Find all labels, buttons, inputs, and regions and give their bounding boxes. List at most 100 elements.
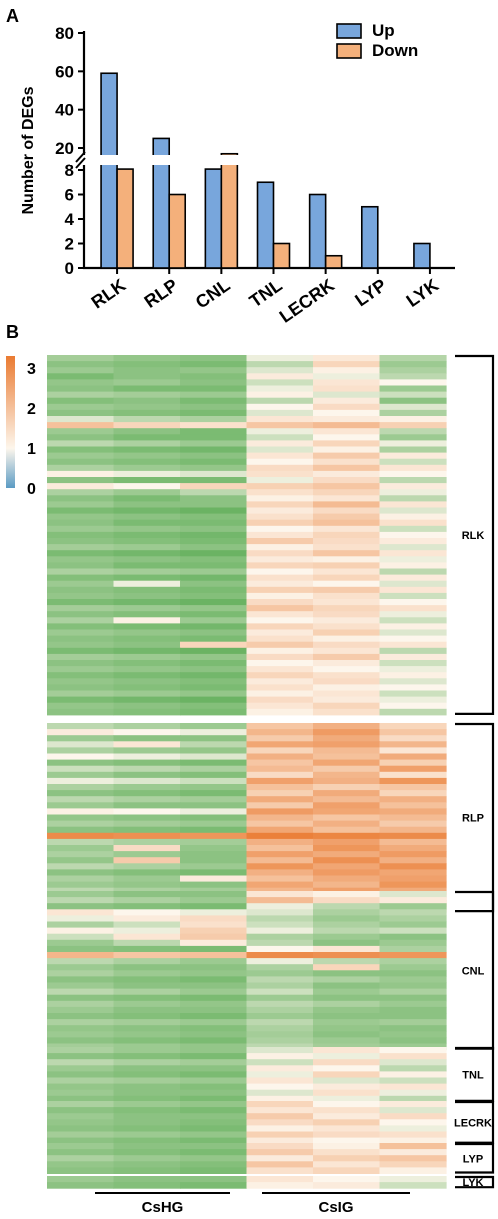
heatmap-cell [246,361,314,368]
heatmap-cell [246,1043,314,1051]
heatmap-cell [379,586,447,594]
heatmap-cell [180,964,248,971]
heatmap-cell [113,1025,181,1032]
heatmap-cell [113,820,181,828]
heatmap-cell [47,1019,115,1026]
heatmap-cell [246,428,314,435]
heatmap-cell [113,416,181,423]
heatmap-cell [180,970,248,977]
heatmap-cell [47,1071,115,1078]
heatmap-cell [313,605,381,612]
heatmap-cell [180,635,248,643]
heatmap-cell [246,952,314,959]
heatmap-cell [180,1083,248,1091]
heatmap-cell [313,1137,381,1145]
heatmap-cell [113,525,181,533]
heatmap-cell [246,927,314,935]
heatmap-cell [246,1182,314,1189]
heatmap-cell [180,592,248,600]
heatmap-cell [113,568,181,576]
heatmap-cell [379,1155,447,1162]
heatmap-cell [113,915,181,922]
heatmap-cell [246,513,314,521]
heatmap-cell [379,1031,447,1038]
heatmap-cell [113,544,181,551]
heatmap-cell [313,927,381,935]
heatmap-cell [47,617,115,624]
heatmap-cell [47,1167,115,1174]
heatmap: 3 2 1 0 RLK RLP CNL TNL LECRK LYP LYK CsHG CsIG [6,354,495,1216]
heatmap-cell [313,939,381,947]
heatmap-cell [246,790,314,797]
axis-break-mark [75,157,86,169]
heatmap-cell [47,367,115,374]
heatmap-cell [180,470,248,478]
heatmap-cell [47,988,115,996]
heatmap-cell [113,851,181,858]
heatmap-cell [313,958,381,965]
y-tick-label: 60 [55,62,74,81]
heatmap-cell [313,857,381,864]
heatmap-cell [379,1101,447,1108]
heatmap-cell [379,777,447,785]
heatmap-cell [246,729,314,736]
heatmap-cell [246,464,314,472]
heatmap-cell [379,1137,447,1145]
heatmap-cell [313,440,381,447]
heatmap-cell [246,1037,314,1044]
bar-up-tnl [256,181,275,269]
heatmap-cell [47,851,115,858]
heatmap-cell [246,909,314,916]
heatmap-cell [113,592,181,600]
heatmap-cell [379,416,447,423]
heatmap-cell [379,525,447,533]
heatmap-cell [113,599,181,606]
y-axis-label: Number of DEGs [20,86,37,214]
heatmap-cell [313,1101,381,1108]
heatmap-cell [113,666,181,673]
heatmap-cell [246,863,314,870]
heatmap-cell [246,1176,314,1183]
heatmap-cell [113,1161,181,1168]
heatmap-cell [113,623,181,630]
heatmap-cell [113,808,181,815]
heatmap-cell [180,678,248,685]
heatmap-cell [246,1149,314,1156]
heatmap-cell [313,863,381,870]
heatmap-cell [113,367,181,374]
heatmap-cell [180,723,248,730]
heatmap-cell [113,1089,181,1097]
heatmap-cell [313,826,381,834]
heatmap-cell [47,1013,115,1020]
heatmap-cell [113,513,181,521]
heatmap-cell [313,361,381,368]
heatmap-cell [379,519,447,527]
heatmap-cell [113,385,181,393]
heatmap-cell [313,1143,381,1150]
heatmap-cell [379,921,447,929]
heatmap-cell [113,875,181,883]
heatmap-cell [47,790,115,797]
heatmap-cell [180,440,248,447]
heatmap-cell [180,623,248,630]
heatmap-cell [379,1143,447,1150]
heatmap-cell [379,470,447,478]
heatmap-cell [113,796,181,803]
heatmap-cell [180,1182,248,1189]
heatmap-cell [180,939,248,947]
heatmap-cell [313,458,381,466]
heatmap-cell [379,1176,447,1183]
heatmap-cell [313,373,381,380]
heatmap-cell [313,379,381,386]
heatmap-cell [180,556,248,563]
heatmap-cell [47,970,115,977]
heatmap-cell [113,550,181,557]
heatmap-cell [47,1025,115,1032]
heatmap-cell [47,379,115,386]
heatmap-cell [246,1107,314,1114]
heatmap-cell [47,933,115,941]
heatmap-cell [379,1161,447,1168]
row-group-label-lyk: LYK [463,1177,484,1189]
heatmap-cell [180,897,248,904]
panel-label-a: A [6,6,19,26]
